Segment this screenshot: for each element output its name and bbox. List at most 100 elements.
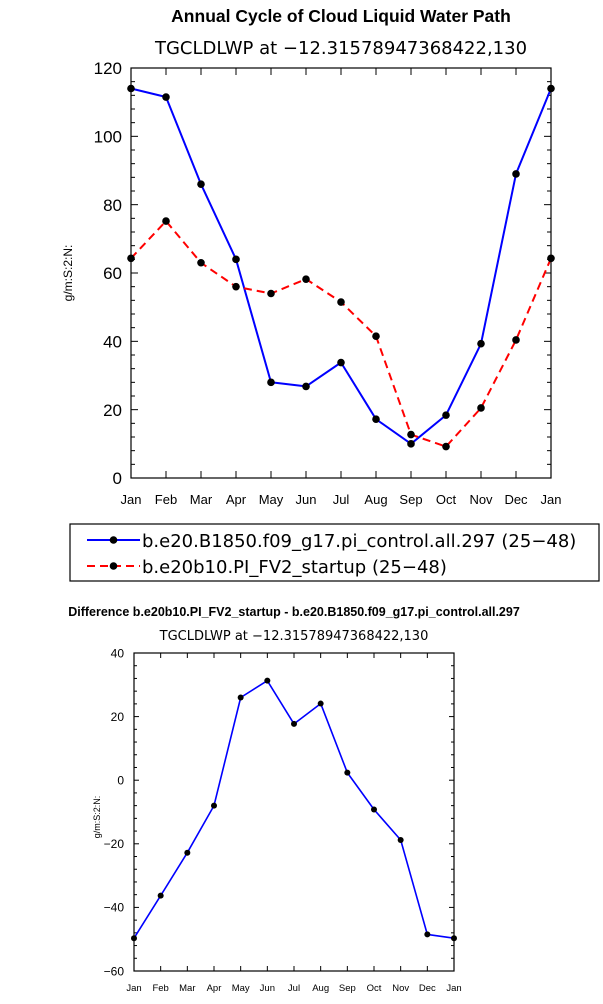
chart-bottom-xtick-label-10: Nov [392,983,409,994]
legend-marker-startup [109,562,118,570]
chart-top-xtick-label-9: Oct [436,492,457,507]
chart-bottom-series-0-point-1 [157,892,164,899]
legend: b.e20.B1850.f09_g17.pi_control.all.297 (… [69,523,600,582]
chart-top-series-0-point-0 [127,84,135,93]
legend-entry-control: b.e20.B1850.f09_g17.pi_control.all.297 (… [87,531,576,552]
chart-top-series-0-point-11 [512,170,520,178]
legend-box [69,523,600,582]
chart-top-xtick-label-1: Feb [155,492,177,507]
chart-bottom-xtick-label-12: Jan [446,983,461,994]
chart-bottom-xtick-label-1: Feb [152,983,168,994]
chart-bottom-plot-frame [133,652,455,972]
chart-bottom-series-0-point-4 [237,694,244,701]
chart-top-x-tick-labels: Jan Feb Mar Apr May Jun Jul Aug Sep Oct Nov Dec Jan [121,492,562,507]
chart-bottom-ytick-label: −40 [104,901,125,915]
chart-bottom-ytick-label: 40 [111,646,125,660]
chart-top-series-0-point-8 [407,440,415,448]
chart-bottom-series-0-point-9 [371,806,377,813]
chart-top-plot-frame [130,67,552,479]
chart-top-xtick-label-11: Dec [504,492,528,507]
chart-bottom-series-0-point-11 [424,931,431,938]
chart-top-ytick-label: 80 [103,196,122,215]
chart-bottom-xtick-label-8: Sep [339,983,356,994]
chart-bottom-series-0-point-5 [264,677,271,684]
chart-top-ytick-label: 60 [103,264,122,283]
chart-top-xtick-label-4: May [259,492,284,507]
chart-top-ytick-label: 40 [103,332,122,351]
chart-bottom-series-0-line [133,679,455,939]
chart-top-ticks [130,67,552,479]
chart-top-series-1-line [130,220,552,448]
legend-label-startup: b.e20b10.PI_FV2_startup (25−48) [142,557,447,578]
chart-top-series-1-point-8 [407,430,415,439]
chart-top-series-1-point-10 [477,404,485,412]
chart-bottom-xtick-label-6: Jul [288,983,300,994]
legend-label-control: b.e20.B1850.f09_g17.pi_control.all.297 (… [142,531,576,552]
chart-bottom-xtick-label-11: Dec [419,983,436,994]
chart-bottom-ytick-label: −20 [104,837,125,851]
legend-entry-startup: b.e20b10.PI_FV2_startup (25−48) [87,557,447,578]
legend-marker-control [109,536,118,544]
chart-top-series-1-point-7 [372,332,380,341]
chart-top-series-1-point-1 [162,217,170,225]
chart-bottom-subtitle: TGCLDLWP at −12.31578947368422,130 [159,629,429,644]
chart-bottom-xtick-label-2: Mar [179,983,195,994]
chart-bottom-series-0-point-12 [451,935,457,942]
chart-bottom: Difference b.e20b10.PI_FV2_startup - b.e… [68,605,520,994]
chart-top-series-1-point-11 [512,336,520,344]
chart-top-xtick-label-10: Nov [469,492,493,507]
chart-top-xtick-label-0: Jan [121,492,142,507]
chart-bottom-series-0-point-0 [131,935,137,942]
chart-top-series-0-point-7 [372,415,380,424]
chart-bottom-ytick-label: 0 [117,774,124,788]
chart-bottom-series-0-point-8 [344,769,351,776]
chart-top-series-0-point-12 [547,84,555,93]
chart-top-xtick-label-7: Aug [364,492,387,507]
chart-top-ytick-label: 120 [94,59,122,78]
chart-top-series-1-point-2 [197,258,205,267]
chart-top-series-1-point-6 [337,298,345,306]
chart-bottom-xtick-label-9: Oct [367,983,382,994]
chart-top-ylabel: g/m:S:2:N: [61,245,75,302]
chart-top-title: Annual Cycle of Cloud Liquid Water Path [171,6,511,26]
chart-top-series-0-point-5 [302,382,310,391]
chart-top-xtick-label-5: Jun [296,492,317,507]
chart-bottom-xtick-label-0: Jan [126,983,141,994]
chart-top-series-0-line [130,87,552,445]
chart-bottom-x-tick-labels: Jan Feb Mar Apr May Jun Jul Aug Sep Oct Nov Dec Jan [126,983,461,994]
chart-bottom-ylabel: g/m:S:2:N: [92,796,102,839]
chart-top-series-0-point-3 [232,255,240,264]
chart-top-ytick-label: 100 [94,127,122,146]
chart-top-series-0-point-1 [162,93,170,101]
chart-bottom-series-0-point-6 [291,720,297,727]
chart-bottom-xtick-label-5: Jun [260,983,275,994]
chart-bottom-xtick-label-7: Aug [312,983,329,994]
chart-top-subtitle: TGCLDLWP at −12.31578947368422,130 [154,38,527,59]
chart-top-series-1-point-4 [267,289,275,298]
chart-bottom-xtick-label-3: Apr [207,983,222,994]
chart-top-series-0-point-2 [197,180,205,188]
chart-bottom-xtick-label-4: May [232,983,250,994]
chart-top-xtick-label-12: Jan [541,492,562,507]
chart-top-series-1-point-0 [127,254,135,263]
chart-top-series-1-point-3 [232,282,240,291]
chart-bottom-series [131,677,457,942]
chart-top-xtick-label-6: Jul [333,492,350,507]
chart-top-xtick-label-3: Apr [226,492,247,507]
chart-top-series [127,84,555,451]
chart-top-series-0-point-4 [267,378,275,387]
chart-bottom-series-0-point-7 [317,700,324,707]
chart-bottom-series-0-point-3 [211,802,217,809]
chart-bottom-series-0-point-10 [397,836,404,843]
chart-top-series-1-point-9 [442,442,450,451]
chart-bottom-y-tick-labels: −60 −40 −20 0 20 40 [104,646,125,978]
chart-top-series-0-point-9 [442,411,450,419]
chart-top: Annual Cycle of Cloud Liquid Water Path … [61,6,561,507]
chart-top-series-0-point-10 [477,339,485,348]
chart-bottom-ticks [133,652,455,972]
chart-top-ytick-label: 0 [113,469,122,488]
chart-bottom-ytick-label: 20 [111,710,125,724]
chart-top-xtick-label-2: Mar [190,492,213,507]
chart-top-series-1-point-5 [302,275,310,283]
